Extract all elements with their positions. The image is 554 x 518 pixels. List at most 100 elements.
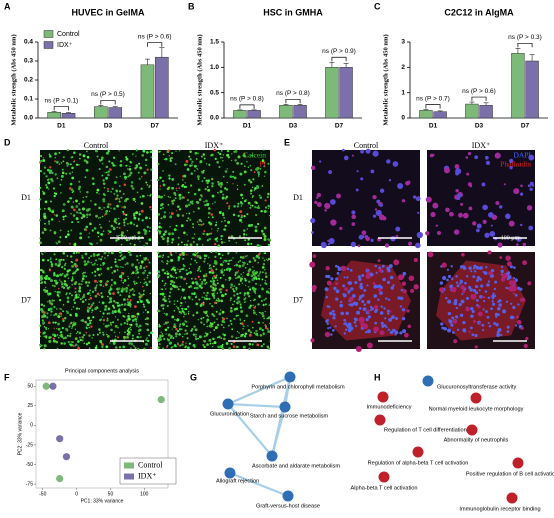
cell [189,184,193,187]
cell [366,342,373,349]
cell [204,311,208,315]
node [374,414,386,426]
cell [142,293,145,296]
cell [339,226,343,230]
cell [205,274,208,277]
cell [257,277,261,280]
cell [203,340,207,343]
nucleus [358,298,361,301]
cell [129,221,133,225]
cell [408,275,415,282]
cell [114,269,116,272]
cell [309,261,316,268]
nucleus [383,324,387,327]
nucleus [334,264,338,268]
nucleus [358,277,362,282]
cell [133,243,136,246]
cell [173,268,177,272]
cell [102,331,105,334]
nucleus [389,330,394,335]
cell [69,323,71,325]
cell [116,226,119,229]
cell [64,336,67,340]
cell [167,196,170,198]
cell [73,321,75,323]
cell [86,216,89,219]
cell [185,243,189,247]
cell [147,301,151,304]
cell [115,176,118,179]
bar [140,64,155,119]
cell [212,286,215,289]
cell [99,223,101,226]
cell [77,340,80,343]
cell [264,199,267,202]
nucleus [451,316,455,320]
cell [437,230,441,235]
cell [167,243,169,245]
cell [229,319,232,322]
cell [119,163,123,167]
row-label: D1 [293,193,303,202]
cell [515,243,519,246]
cell [520,297,525,302]
cell [114,197,117,201]
x-tick-label: D3 [289,123,298,130]
cell [225,195,229,199]
nucleus [458,302,462,307]
nucleus [335,277,339,281]
cell [203,257,207,260]
cell [47,277,51,281]
cell [66,164,69,167]
cell [444,167,450,174]
cell [218,165,221,168]
cell [357,244,361,248]
cell [171,238,175,241]
error-bar [469,101,475,105]
cell [140,187,143,190]
cell [199,160,203,164]
cell [105,171,108,174]
node [279,401,291,413]
cell [186,198,190,202]
cell [113,300,116,303]
cell [47,259,50,262]
cell [192,333,196,336]
cell [246,273,250,277]
cell [268,238,272,242]
cell [257,207,261,210]
cell [217,227,220,230]
cell [267,330,271,334]
cell [49,229,52,232]
cell [104,172,106,174]
bracket [100,100,116,105]
cell [133,345,135,347]
panel-letter: D [4,137,11,147]
cell [87,316,91,320]
cell [243,335,247,338]
error-bar [66,112,72,114]
cell [501,273,508,279]
cell [93,227,97,230]
cell [181,178,184,181]
cell [216,262,218,264]
nucleus [455,306,459,310]
cell [64,316,67,320]
cell [158,324,161,328]
cell [148,185,151,189]
nucleus [401,317,406,321]
cell [258,327,262,331]
cell [508,220,515,227]
cell [227,156,230,159]
nucleus [347,323,352,327]
cell [178,333,181,336]
nucleus [452,331,455,334]
cell [195,253,198,255]
cell [42,310,45,313]
cell [202,344,205,347]
cell [130,328,132,331]
cell [57,315,61,318]
cell [97,235,100,238]
cell [461,252,465,257]
cell [329,199,336,205]
